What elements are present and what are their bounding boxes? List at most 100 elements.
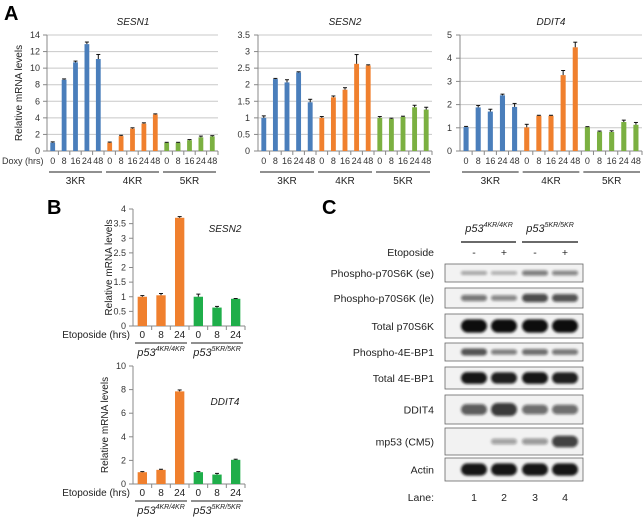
blot-band: [461, 348, 487, 356]
y-tick-label: 0.5: [237, 129, 250, 139]
x-tick-label: 16: [127, 156, 137, 166]
group-label: p534KR/4KR: [136, 504, 185, 517]
x-tick-label: 8: [176, 156, 181, 166]
lane-number: 2: [501, 492, 507, 504]
bar-5kr-16: [187, 140, 192, 151]
bar-3kr-16: [487, 111, 493, 151]
y-tick-label: 6: [35, 96, 40, 106]
blot-band: [552, 435, 578, 448]
bar-5kr-16: [609, 131, 615, 151]
x-tick-label: 48: [631, 156, 641, 166]
blot-row-phospho-4e-bp1: Phospho-4E-BP1: [353, 342, 584, 362]
genotype-base: p53: [464, 223, 484, 235]
y-tick-label: 2.5: [237, 63, 250, 73]
panel-label-c: C: [322, 197, 336, 219]
x-tick-label: 16: [340, 156, 350, 166]
treatment-sign: -: [472, 247, 476, 259]
group-label: 4KR: [541, 176, 560, 187]
bar-p53-5kr-5kr-24: [231, 298, 241, 326]
y-axis-label: Relative mRNA levels: [100, 377, 111, 473]
y-tick-label: 1: [447, 123, 452, 133]
y-tick-label: 0: [121, 321, 126, 331]
bar-4kr-16: [130, 128, 135, 151]
blot-band: [552, 372, 578, 384]
bar-p53-4kr-4kr-24: [175, 391, 185, 484]
bar-5kr-16: [400, 116, 406, 151]
blot-row-label: Total 4E-BP1: [373, 373, 434, 385]
treatment-label: Etoposide: [387, 247, 434, 259]
x-tick-label: 0: [140, 330, 146, 341]
y-tick-label: 4: [35, 113, 40, 123]
blot-row-label: Phospho-4E-BP1: [353, 347, 434, 359]
x-tick-label: 48: [207, 156, 217, 166]
bar-5kr-48: [423, 109, 429, 151]
bar-4kr-48: [572, 47, 578, 151]
x-tick-label: 24: [294, 156, 304, 166]
y-tick-label: 0: [35, 146, 40, 156]
x-tick-label: 16: [70, 156, 80, 166]
blot-band: [491, 463, 517, 476]
chart-title: SESN2: [209, 224, 242, 235]
bar-5kr-48: [209, 136, 215, 151]
y-tick-label: 3: [245, 47, 250, 57]
bar-4kr-16: [548, 115, 554, 151]
blot-band: [491, 349, 517, 355]
lane-number: 3: [532, 492, 538, 504]
blot-band: [491, 372, 517, 384]
blot-band: [522, 463, 548, 476]
x-tick-label: 16: [546, 156, 556, 166]
panel-label-b: B: [47, 197, 61, 219]
x-tick-label: 0: [261, 156, 266, 166]
x-tick-label: 8: [389, 156, 394, 166]
x-tick-label: 48: [510, 156, 520, 166]
y-tick-label: 14: [30, 30, 40, 40]
genotype-base: p53: [192, 347, 212, 359]
genotype-base: p53: [136, 347, 156, 359]
treatment-sign: -: [533, 247, 537, 259]
x-tick-label: 8: [273, 156, 278, 166]
y-tick-label: 2: [121, 263, 126, 273]
blot-row-label: Phospho-p70S6K (le): [334, 293, 434, 305]
y-tick-label: 0: [245, 146, 250, 156]
bar-4kr-16: [342, 89, 348, 151]
blot-band: [522, 438, 548, 445]
blot-row-label: Actin: [411, 465, 435, 477]
x-tick-label: 0: [164, 156, 169, 166]
y-tick-label: 3: [447, 76, 452, 86]
x-tick-label: 48: [570, 156, 580, 166]
y-tick-label: 1.5: [113, 277, 126, 287]
bar-p53-5kr-5kr-8: [212, 474, 222, 484]
bar-3kr-24: [499, 95, 506, 151]
y-axis-label: Relative mRNA levels: [104, 219, 115, 315]
bar-4kr-24: [141, 123, 147, 151]
y-axis-label: Relative mRNA levels: [14, 45, 25, 141]
blot-band: [491, 295, 517, 301]
x-tick-label: 8: [158, 488, 164, 499]
genotype-base: p53: [192, 505, 212, 517]
bar-3kr-0: [463, 127, 469, 151]
blot-row-ddit4: DDIT4: [404, 394, 584, 425]
y-tick-label: 3.5: [113, 219, 126, 229]
bar-5kr-24: [621, 122, 627, 151]
y-tick-label: 1.5: [237, 96, 250, 106]
x-tick-label: 24: [558, 156, 568, 166]
blot-band: [491, 402, 517, 417]
blot-band: [552, 319, 578, 333]
y-tick-label: 6: [121, 408, 126, 418]
blot-band: [491, 438, 517, 445]
bar-5kr-24: [412, 107, 418, 151]
bar-5kr-0: [164, 142, 170, 151]
chart-title: SESN2: [329, 17, 362, 28]
blot-band: [491, 319, 517, 333]
bar-3kr-16: [73, 62, 78, 151]
genotype-superscript: 5KR/5KR: [212, 504, 241, 511]
bar-5kr-48: [633, 124, 639, 151]
y-tick-label: 5: [447, 30, 452, 40]
genotype-label-5kr: p535KR/5KR: [525, 222, 574, 235]
y-tick-label: 3.5: [237, 30, 250, 40]
bar-p53-5kr-5kr-0: [193, 472, 203, 484]
x-tick-label: 24: [352, 156, 362, 166]
x-tick-label: 24: [497, 156, 507, 166]
